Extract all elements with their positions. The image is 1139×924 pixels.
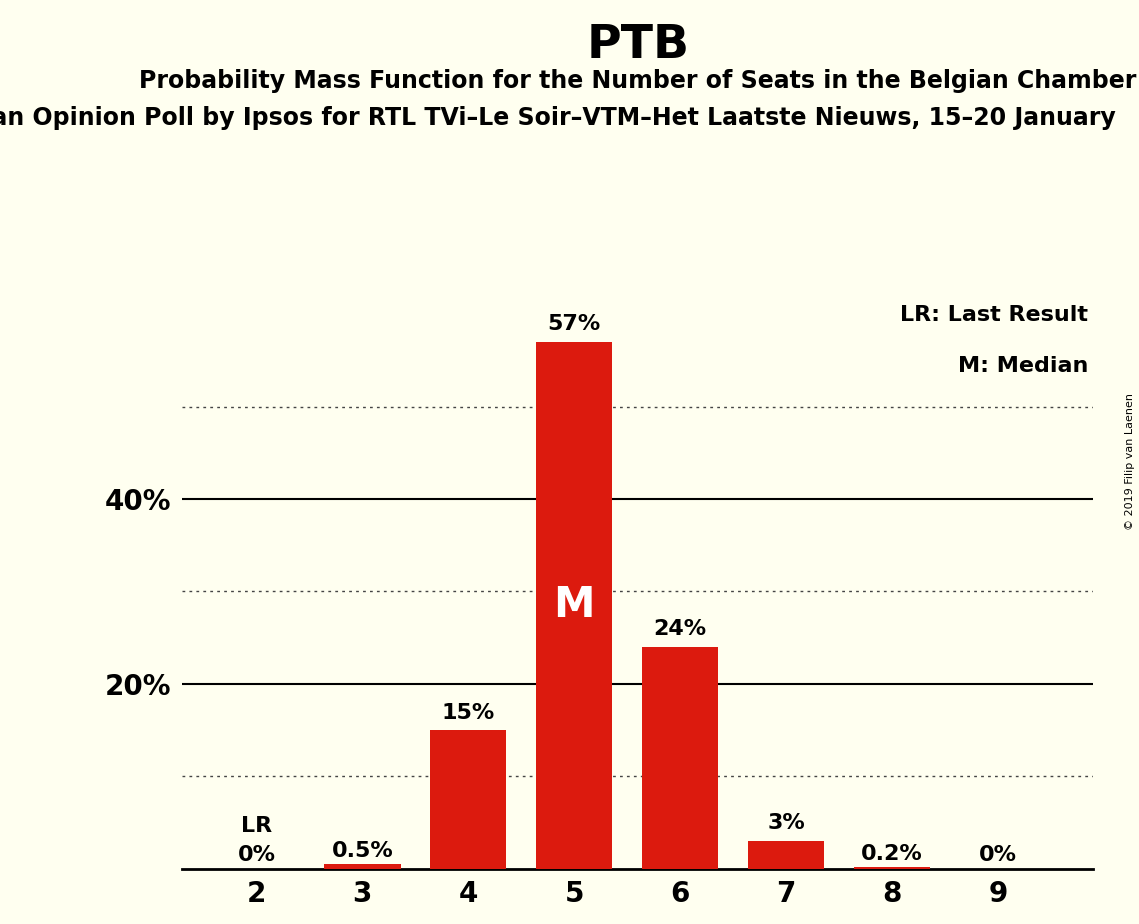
Bar bbox=[536, 342, 613, 869]
Text: M: M bbox=[554, 584, 595, 626]
Text: LR: LR bbox=[240, 816, 272, 836]
Text: 0.5%: 0.5% bbox=[331, 841, 393, 861]
Text: 0.2%: 0.2% bbox=[861, 844, 923, 864]
Text: 15%: 15% bbox=[442, 702, 495, 723]
Text: LR: Last Result: LR: Last Result bbox=[900, 305, 1088, 325]
Bar bbox=[431, 730, 507, 869]
Text: PTB: PTB bbox=[587, 23, 689, 68]
Text: Based on an Opinion Poll by Ipsos for RTL TVi–Le Soir–VTM–Het Laatste Nieuws, 15: Based on an Opinion Poll by Ipsos for RT… bbox=[0, 106, 1116, 130]
Text: 57%: 57% bbox=[548, 314, 601, 334]
Bar bbox=[854, 867, 931, 869]
Bar bbox=[325, 864, 401, 869]
Text: 0%: 0% bbox=[237, 845, 276, 865]
Bar bbox=[748, 841, 825, 869]
Text: 0%: 0% bbox=[980, 845, 1017, 865]
Text: 3%: 3% bbox=[768, 813, 805, 833]
Text: 24%: 24% bbox=[654, 619, 707, 639]
Text: M: Median: M: Median bbox=[958, 356, 1088, 376]
Text: Probability Mass Function for the Number of Seats in the Belgian Chamber: Probability Mass Function for the Number… bbox=[139, 69, 1137, 93]
Text: © 2019 Filip van Laenen: © 2019 Filip van Laenen bbox=[1125, 394, 1134, 530]
Bar bbox=[642, 647, 719, 869]
